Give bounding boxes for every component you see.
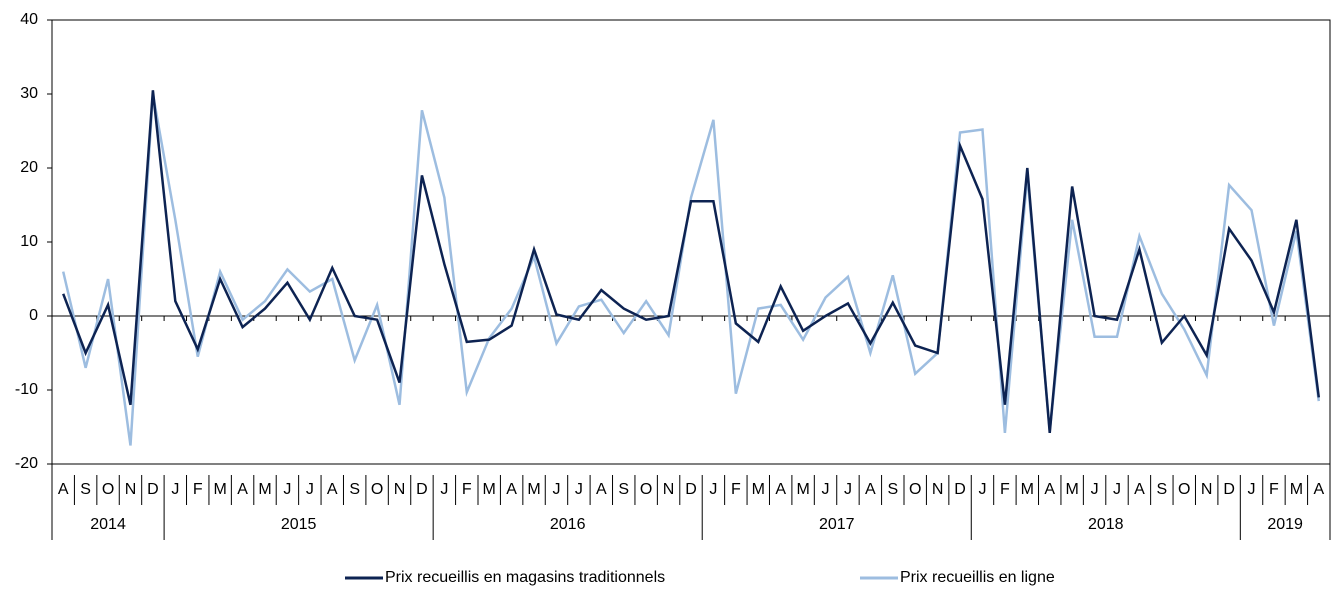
x-tick-label: J xyxy=(978,481,986,498)
legend-label: Prix recueillis en ligne xyxy=(900,569,1055,586)
x-tick-label: M xyxy=(796,481,809,498)
year-label: 2018 xyxy=(1088,516,1124,533)
x-tick-label: A xyxy=(1134,481,1145,498)
x-tick-label: F xyxy=(1269,481,1279,498)
year-label: 2015 xyxy=(281,516,317,533)
x-tick-label: J xyxy=(575,481,583,498)
x-tick-label: J xyxy=(306,481,314,498)
x-tick-label: S xyxy=(887,481,898,498)
x-tick-label: A xyxy=(1044,481,1055,498)
x-tick-label: J xyxy=(1113,481,1121,498)
x-tick-label: O xyxy=(640,481,652,498)
x-tick-label: A xyxy=(596,481,607,498)
x-tick-label: M xyxy=(213,481,226,498)
x-tick-label: S xyxy=(1157,481,1168,498)
x-tick-label: D xyxy=(954,481,966,498)
year-label: 2016 xyxy=(550,516,586,533)
x-tick-label: J xyxy=(844,481,852,498)
x-tick-label: J xyxy=(283,481,291,498)
x-tick-label: S xyxy=(349,481,360,498)
x-tick-label: M xyxy=(1021,481,1034,498)
y-tick-label: -10 xyxy=(15,381,38,398)
x-tick-label: M xyxy=(752,481,765,498)
x-tick-label: F xyxy=(462,481,472,498)
y-tick-label: 10 xyxy=(20,233,38,250)
x-tick-label: A xyxy=(327,481,338,498)
x-tick-label: J xyxy=(440,481,448,498)
x-tick-label: N xyxy=(394,481,406,498)
x-tick-label: F xyxy=(193,481,203,498)
year-label: 2014 xyxy=(90,516,126,533)
x-tick-label: D xyxy=(1223,481,1235,498)
x-tick-label: J xyxy=(1091,481,1099,498)
x-tick-label: J xyxy=(171,481,179,498)
x-tick-label: A xyxy=(237,481,248,498)
x-tick-label: O xyxy=(1178,481,1190,498)
x-tick-label: S xyxy=(80,481,91,498)
x-tick-label: N xyxy=(1201,481,1213,498)
y-tick-label: 0 xyxy=(29,307,38,324)
x-tick-label: O xyxy=(909,481,921,498)
x-tick-label: D xyxy=(685,481,697,498)
y-tick-label: 40 xyxy=(20,11,38,28)
x-tick-label: A xyxy=(865,481,876,498)
y-tick-label: 20 xyxy=(20,159,38,176)
x-tick-label: O xyxy=(102,481,114,498)
x-tick-label: J xyxy=(1248,481,1256,498)
x-tick-label: N xyxy=(125,481,137,498)
x-tick-label: A xyxy=(775,481,786,498)
series-line xyxy=(62,90,1321,434)
legend-label: Prix recueillis en magasins traditionnel… xyxy=(385,569,665,586)
x-tick-label: M xyxy=(1290,481,1303,498)
x-tick-label: F xyxy=(1000,481,1010,498)
x-tick-label: A xyxy=(1313,481,1324,498)
x-tick-label: D xyxy=(416,481,428,498)
x-tick-label: J xyxy=(709,481,717,498)
x-tick-label: A xyxy=(506,481,517,498)
x-tick-label: S xyxy=(618,481,629,498)
x-tick-label: J xyxy=(822,481,830,498)
y-tick-label: 30 xyxy=(20,85,38,102)
x-tick-label: M xyxy=(483,481,496,498)
x-tick-label: M xyxy=(258,481,271,498)
x-tick-label: N xyxy=(932,481,944,498)
x-tick-label: O xyxy=(371,481,383,498)
x-tick-label: N xyxy=(663,481,675,498)
x-tick-label: M xyxy=(1065,481,1078,498)
x-tick-label: M xyxy=(527,481,540,498)
y-tick-label: -20 xyxy=(15,455,38,472)
year-label: 2017 xyxy=(819,516,855,533)
x-tick-label: A xyxy=(58,481,69,498)
series-line xyxy=(61,93,1321,446)
x-tick-label: J xyxy=(552,481,560,498)
x-tick-label: D xyxy=(147,481,159,498)
year-label: 2019 xyxy=(1267,516,1303,533)
x-tick-label: F xyxy=(731,481,741,498)
